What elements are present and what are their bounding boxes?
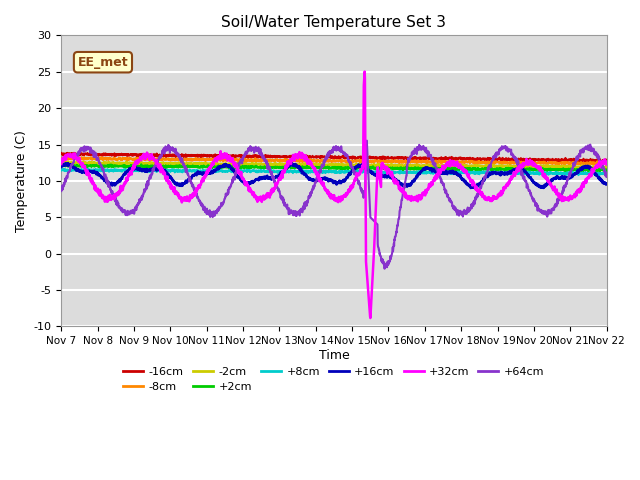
Text: EE_met: EE_met bbox=[77, 56, 128, 69]
X-axis label: Time: Time bbox=[319, 349, 349, 362]
Title: Soil/Water Temperature Set 3: Soil/Water Temperature Set 3 bbox=[221, 15, 447, 30]
Y-axis label: Temperature (C): Temperature (C) bbox=[15, 130, 28, 232]
Legend: -16cm, -8cm, -2cm, +2cm, +8cm, +16cm, +32cm, +64cm: -16cm, -8cm, -2cm, +2cm, +8cm, +16cm, +3… bbox=[119, 362, 549, 396]
